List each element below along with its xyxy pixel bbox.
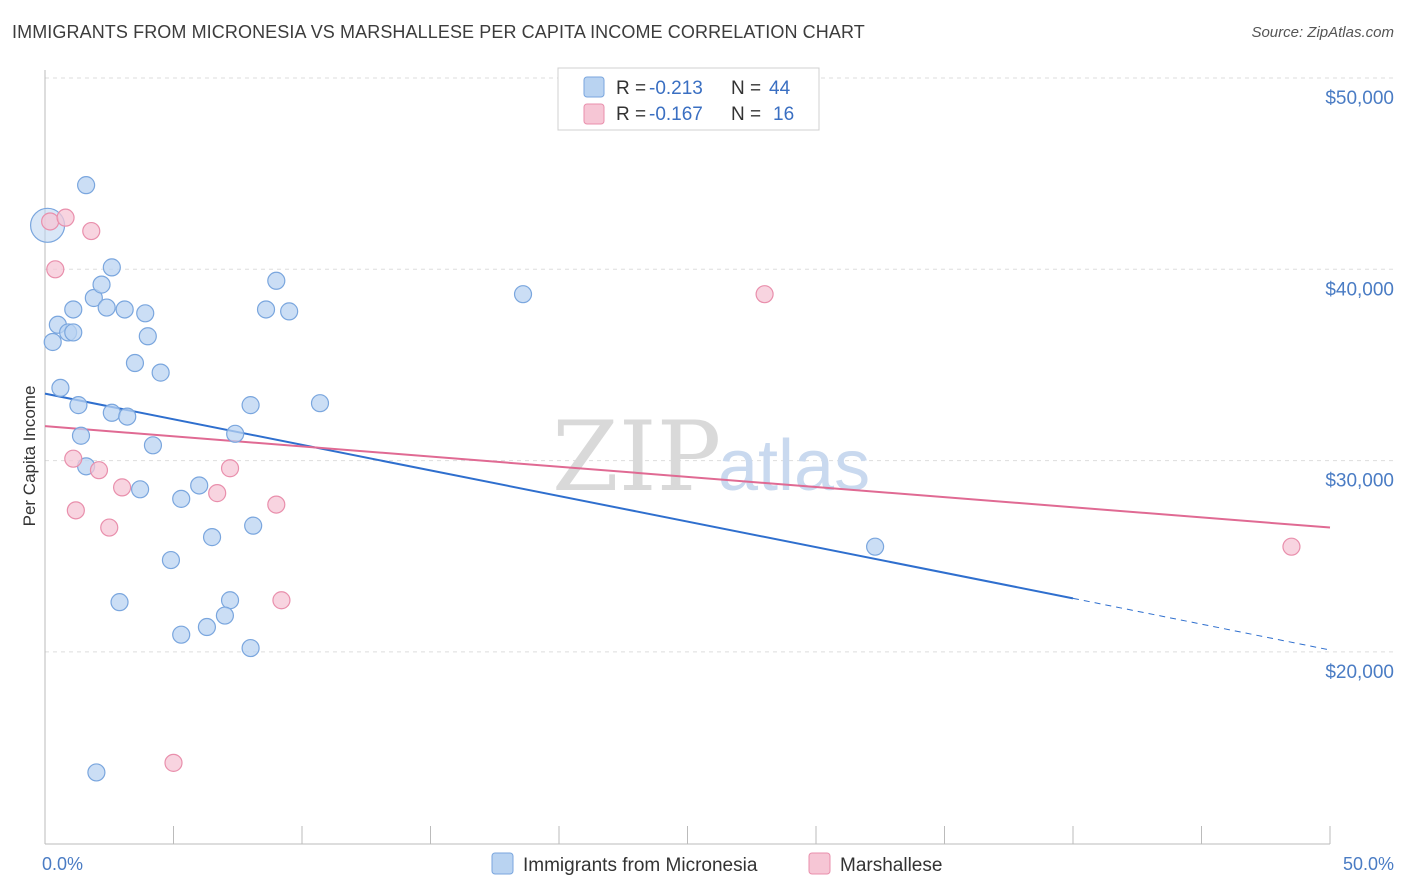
grid xyxy=(45,77,1394,653)
point-micronesia-9 xyxy=(97,298,116,317)
axes xyxy=(44,70,1331,845)
point-micronesia-29 xyxy=(256,300,276,319)
point-micronesia-36 xyxy=(110,593,129,612)
point-marshallese-11 xyxy=(267,495,286,514)
point-marshallese-12 xyxy=(272,591,291,610)
legend-swatch-blue xyxy=(583,76,605,98)
series-legend-label-marshallese: Marshallese xyxy=(840,855,942,876)
point-micronesia-40 xyxy=(172,625,191,644)
point-micronesia-31 xyxy=(310,394,330,413)
point-marshallese-4 xyxy=(89,461,109,480)
point-micronesia-13 xyxy=(125,353,145,373)
point-micronesia-25 xyxy=(190,476,209,495)
y-tick-label-0: $20,000 xyxy=(1325,662,1394,683)
x-tick-label-end: 50.0% xyxy=(1343,854,1394,874)
point-micronesia-37 xyxy=(220,591,240,610)
point-micronesia-18 xyxy=(102,403,121,422)
trendline-micronesia xyxy=(44,392,1074,600)
point-marshallese-0 xyxy=(41,212,60,231)
watermark-atlas: atlas xyxy=(718,426,870,506)
point-micronesia-5 xyxy=(64,323,83,342)
point-marshallese-5 xyxy=(64,449,83,468)
legend-n-label-2: N = xyxy=(731,104,761,125)
watermark-zip: ZIP xyxy=(552,401,721,513)
legend-swatch-pink xyxy=(583,103,605,125)
point-micronesia-15 xyxy=(43,332,62,352)
legend-r-value-1: -0.213 xyxy=(649,78,703,99)
point-micronesia-38 xyxy=(215,606,234,625)
legend-n-label-1: N = xyxy=(731,78,761,99)
scatter-points xyxy=(29,176,1301,782)
point-micronesia-35 xyxy=(161,550,181,570)
point-marshallese-1 xyxy=(56,208,75,227)
point-micronesia-42 xyxy=(87,763,106,782)
point-micronesia-30 xyxy=(280,302,299,321)
point-marshallese-13 xyxy=(755,285,774,304)
point-marshallese-10 xyxy=(220,459,240,478)
legend-n-value-2: 16 xyxy=(773,104,794,125)
point-micronesia-11 xyxy=(136,304,155,323)
point-micronesia-39 xyxy=(197,617,217,637)
point-marshallese-3 xyxy=(46,260,65,279)
point-micronesia-21 xyxy=(143,436,163,455)
y-tick-labels: $20,000 $30,000 $40,000 $50,000 xyxy=(1325,88,1394,683)
point-micronesia-8 xyxy=(92,275,111,294)
series-legend-swatch-micronesia xyxy=(491,852,514,875)
point-marshallese-9 xyxy=(208,484,227,503)
legend-r-value-2: -0.167 xyxy=(649,104,703,125)
point-marshallese-15 xyxy=(164,753,183,772)
point-micronesia-27 xyxy=(226,424,245,443)
y-tick-label-1: $30,000 xyxy=(1325,471,1394,492)
point-micronesia-19 xyxy=(118,407,137,426)
point-micronesia-20 xyxy=(71,426,91,445)
point-marshallese-2 xyxy=(82,221,101,241)
series-legend-label-micronesia: Immigrants from Micronesia xyxy=(523,855,758,876)
stats-legend: R = -0.213 N = 44 R = -0.167 N = 16 xyxy=(557,67,820,131)
point-micronesia-32 xyxy=(513,285,533,304)
point-micronesia-12 xyxy=(138,327,157,346)
legend-r-label-1: R = xyxy=(616,78,646,99)
point-marshallese-6 xyxy=(66,501,85,520)
trendline-extension-micronesia xyxy=(1072,597,1331,651)
source-label: Source: ZipAtlas.com xyxy=(1251,24,1394,41)
point-micronesia-14 xyxy=(151,363,170,382)
legend-r-label-2: R = xyxy=(616,104,646,125)
watermark: ZIP atlas xyxy=(552,401,870,513)
point-micronesia-10 xyxy=(115,300,134,319)
y-tick-label-3: $50,000 xyxy=(1325,88,1394,109)
point-micronesia-41 xyxy=(241,638,260,658)
series-legend: Immigrants from Micronesia Marshallese xyxy=(491,852,942,876)
point-micronesia-6 xyxy=(64,300,83,319)
point-micronesia-24 xyxy=(172,489,191,508)
point-micronesia-17 xyxy=(69,396,88,415)
point-micronesia-16 xyxy=(51,378,70,398)
point-micronesia-26 xyxy=(241,396,260,415)
point-micronesia-23 xyxy=(130,480,150,499)
y-axis-label: Per Capita Income xyxy=(20,386,39,527)
point-micronesia-28 xyxy=(267,271,286,290)
point-micronesia-33 xyxy=(202,528,222,547)
chart-title: IMMIGRANTS FROM MICRONESIA VS MARSHALLES… xyxy=(12,22,865,42)
series-legend-swatch-marshallese xyxy=(808,852,831,875)
x-tick-label-start: 0.0% xyxy=(42,854,83,874)
trendlines xyxy=(44,392,1331,651)
point-marshallese-14 xyxy=(1282,537,1301,556)
point-marshallese-8 xyxy=(112,478,132,497)
point-micronesia-2 xyxy=(102,258,121,277)
point-marshallese-7 xyxy=(100,518,119,537)
trendline-marshallese xyxy=(44,425,1331,529)
point-micronesia-7 xyxy=(84,288,103,308)
legend-n-value-1: 44 xyxy=(769,78,791,99)
point-micronesia-34 xyxy=(244,516,263,535)
x-tick-labels: 0.0% 50.0% xyxy=(42,854,1394,874)
point-micronesia-1 xyxy=(77,176,96,195)
point-micronesia-43 xyxy=(866,537,885,556)
y-tick-label-2: $40,000 xyxy=(1325,279,1394,300)
